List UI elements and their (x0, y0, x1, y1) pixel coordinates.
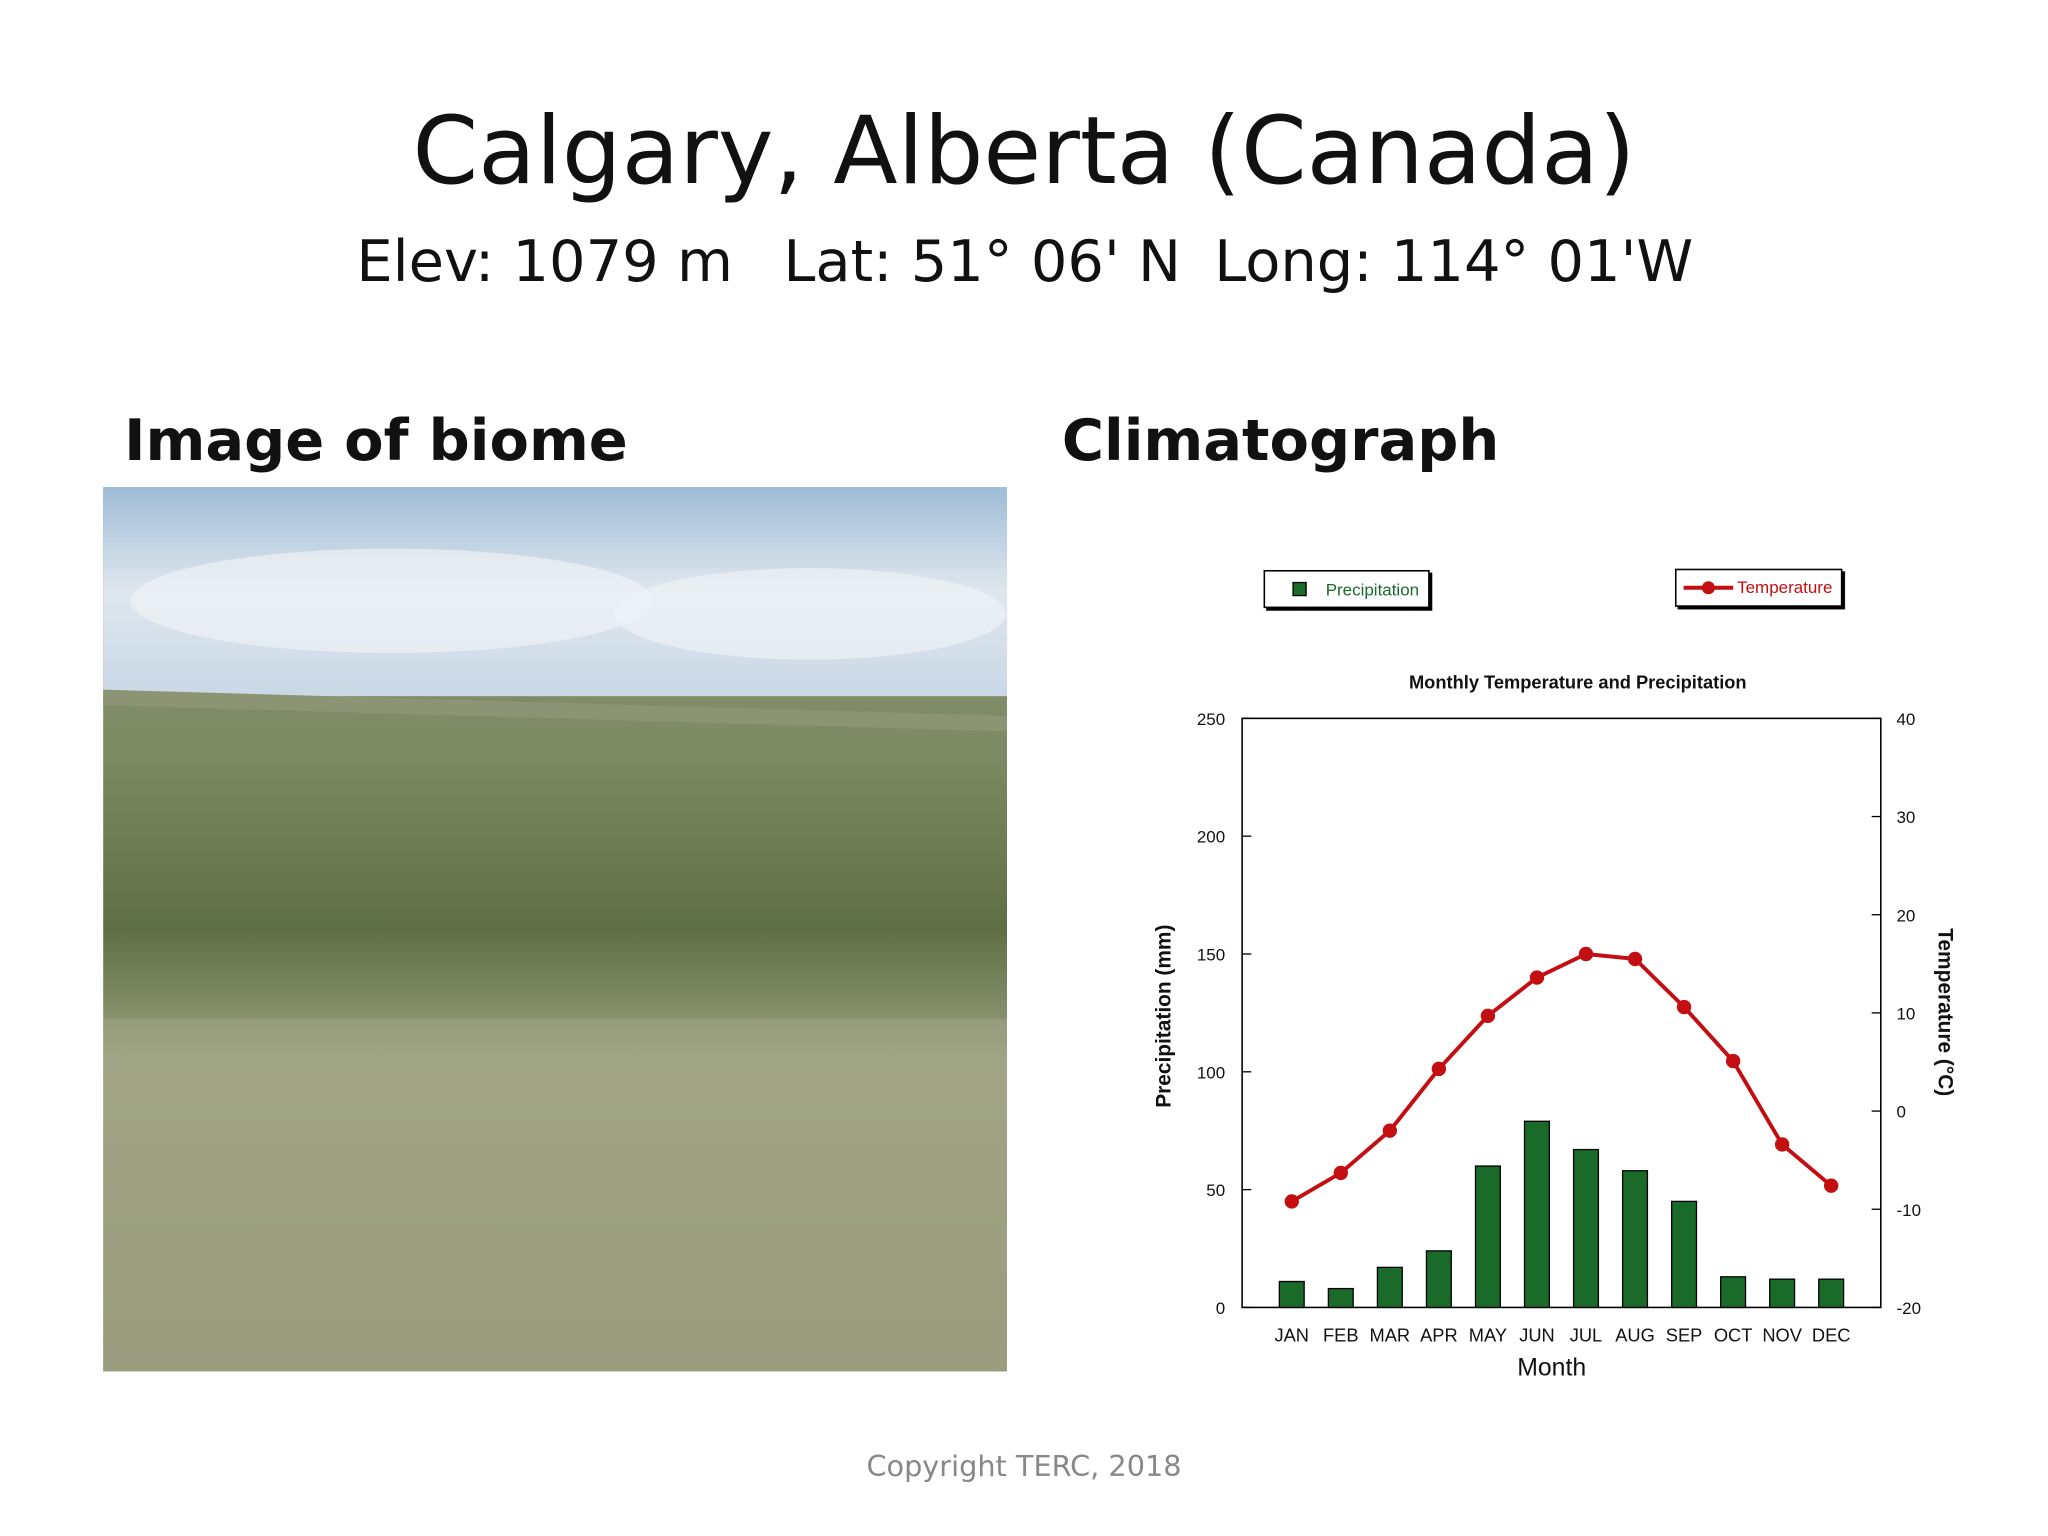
line-marker (1676, 999, 1692, 1015)
line-marker (1774, 1137, 1790, 1152)
x-tick-label: JUN (1519, 1324, 1555, 1345)
x-tick-label: OCT (1714, 1324, 1753, 1345)
y2-axis-label: Temperature (°C) (1933, 928, 1956, 1096)
bar (1621, 1170, 1649, 1309)
line-marker (1333, 1165, 1348, 1181)
y2-tick-label: 10 (1896, 1004, 1915, 1023)
slide-title: Calgary, Alberta (Canada) (412, 97, 1635, 206)
chart-heading: Climatograph (1062, 407, 1499, 474)
x-axis-label: Month (1517, 1354, 1586, 1381)
bar (1474, 1165, 1501, 1309)
y2-tick-label: -10 (1896, 1201, 1921, 1220)
bar (1572, 1148, 1600, 1309)
x-tick-label: AUG (1615, 1324, 1655, 1345)
line-marker (1627, 951, 1643, 967)
y-tick-label: 50 (1206, 1181, 1225, 1200)
line-marker (1382, 1123, 1398, 1138)
line-marker (1284, 1194, 1299, 1209)
temperature-line (1290, 951, 1833, 1204)
footer: Copyright TERC, 2018 (866, 1449, 1181, 1483)
bar (1376, 1266, 1403, 1309)
line-marker (1725, 1053, 1741, 1069)
line-marker (1578, 946, 1594, 962)
line-marker (1431, 1061, 1447, 1077)
line-marker (1529, 970, 1545, 985)
bar (1278, 1280, 1305, 1309)
bar (1425, 1250, 1452, 1309)
bar (1818, 1278, 1845, 1309)
line-marker (1824, 1178, 1839, 1193)
x-tick-label: MAR (1370, 1324, 1411, 1345)
y-tick-label: 200 (1197, 828, 1225, 847)
biome-photo (103, 487, 1008, 1372)
image-heading: Image of biome (124, 407, 628, 474)
x-tick-label: NOV (1762, 1324, 1802, 1345)
legend-swatch-marker (1701, 581, 1715, 595)
x-tick-label: JAN (1274, 1324, 1309, 1345)
x-tick-label: SEP (1666, 1324, 1703, 1345)
chart-title: Monthly Temperature and Precipitation (1409, 671, 1747, 692)
y-tick-label: 0 (1216, 1299, 1225, 1318)
y2-tick-label: -20 (1896, 1299, 1921, 1318)
longitude: Long: 114° 01'W (1214, 228, 1693, 295)
y2-tick-label: 30 (1896, 808, 1915, 827)
legend-box (1263, 569, 1430, 609)
y-tick-label: 100 (1197, 1063, 1225, 1082)
x-tick-label: MAY (1469, 1324, 1507, 1345)
y-tick-label: 250 (1197, 710, 1225, 729)
bar (1720, 1276, 1747, 1309)
legend-label: Temperature (1737, 578, 1832, 597)
y2-tick-label: 40 (1896, 710, 1915, 729)
y2-tick-label: 20 (1896, 906, 1915, 925)
y2-tick-label: 0 (1896, 1103, 1905, 1122)
x-tick-label: FEB (1323, 1324, 1359, 1345)
bar (1769, 1278, 1796, 1309)
x-tick-label: APR (1420, 1324, 1458, 1345)
x-tick-label: DEC (1812, 1324, 1851, 1345)
elevation: Elev: 1079 m (356, 228, 733, 295)
legend-label: Precipitation (1326, 581, 1419, 600)
chart: Monthly Temperature and Precipitation Mo… (1152, 568, 1956, 1381)
bar (1671, 1200, 1698, 1309)
bar (1523, 1120, 1551, 1309)
plot-frame (1241, 717, 1882, 1309)
bar (1327, 1287, 1354, 1309)
line-marker (1480, 1008, 1496, 1024)
x-tick-label: JUL (1570, 1324, 1602, 1345)
y-axis-label: Precipitation (mm) (1152, 925, 1175, 1108)
legend-swatch (1292, 581, 1307, 597)
latitude: Lat: 51° 06' N (783, 228, 1181, 295)
y-tick-label: 150 (1197, 946, 1225, 965)
